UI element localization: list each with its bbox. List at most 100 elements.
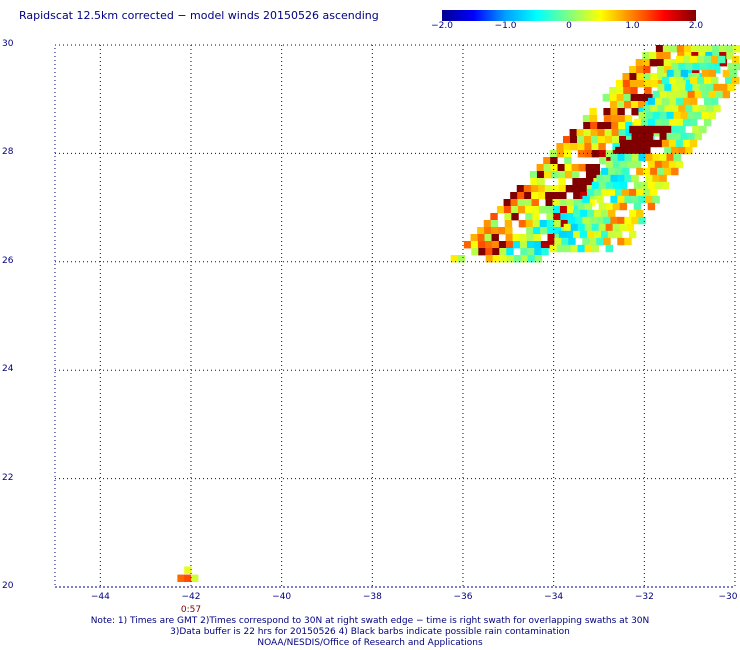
wind-difference-cell: [619, 223, 628, 232]
wind-difference-cell: [671, 104, 679, 113]
wind-difference-cell: [624, 237, 632, 246]
wind-difference-cell: [527, 248, 535, 256]
wind-difference-cell: [604, 122, 612, 130]
wind-difference-cell: [556, 150, 565, 158]
wind-difference-cell: [531, 199, 539, 207]
wind-difference-cell: [643, 188, 651, 197]
wind-difference-cell: [690, 45, 699, 53]
wind-difference-cell: [519, 234, 527, 242]
wind-difference-cell: [184, 574, 192, 582]
wind-difference-cell: [498, 241, 507, 249]
wind-difference-cell: [635, 59, 644, 67]
wind-difference-cell: [573, 192, 581, 200]
wind-difference-cell: [506, 255, 515, 263]
wind-difference-cell: [673, 69, 682, 78]
wind-difference-cell: [483, 220, 492, 228]
wind-difference-cell: [603, 115, 612, 123]
wind-difference-cell: [643, 66, 651, 74]
wind-difference-cell: [538, 206, 547, 214]
wind-difference-cell: [624, 101, 632, 109]
wind-difference-cell: [582, 115, 591, 123]
wind-difference-cell: [531, 206, 540, 214]
wind-difference-cell: [571, 171, 580, 179]
wind-difference-cell: [673, 132, 681, 141]
wind-difference-cell: [636, 188, 644, 197]
wind-difference-cell: [596, 237, 604, 246]
wind-difference-cell: [642, 52, 650, 60]
wind-difference-cell: [631, 108, 639, 116]
longitude-tick-label: −36: [453, 592, 473, 602]
wind-difference-cell: [637, 94, 646, 102]
wind-difference-cell: [605, 244, 614, 253]
wind-difference-cell: [644, 87, 652, 95]
wind-difference-cell: [544, 185, 553, 193]
wind-difference-cell: [626, 223, 635, 232]
wind-difference-cell: [631, 216, 639, 225]
wind-difference-cell: [541, 248, 549, 256]
wind-difference-cell: [484, 227, 492, 235]
wind-difference-cell: [610, 108, 618, 116]
wind-difference-cell: [552, 206, 561, 214]
wind-difference-cell: [624, 115, 633, 123]
wind-difference-cell: [602, 94, 611, 102]
wind-difference-cell: [517, 192, 525, 200]
wind-difference-cell: [571, 164, 579, 172]
wind-difference-cell: [587, 199, 595, 207]
wind-difference-cell: [592, 171, 601, 179]
wind-difference-cell: [610, 216, 618, 225]
wind-difference-cell: [510, 199, 518, 207]
wind-difference-cell: [485, 248, 493, 256]
wind-difference-cell: [600, 230, 609, 239]
wind-difference-cell: [525, 220, 534, 228]
wind-difference-cell: [657, 66, 665, 74]
wind-difference-cell: [582, 237, 590, 246]
wind-difference-cell: [517, 206, 526, 214]
wind-difference-cell: [526, 227, 534, 235]
wind-difference-cell: [633, 202, 642, 211]
wind-difference-cell: [520, 248, 528, 256]
wind-difference-cell: [719, 52, 727, 60]
wind-difference-cell: [692, 104, 700, 113]
wind-difference-cell: [519, 241, 528, 249]
wind-difference-cell: [599, 157, 607, 165]
wind-difference-cell: [617, 101, 625, 109]
wind-difference-cell: [510, 206, 519, 214]
wind-difference-cell: [657, 80, 666, 88]
wind-difference-cell: [657, 73, 665, 81]
wind-difference-cell: [734, 62, 740, 71]
wind-difference-cell: [654, 181, 663, 190]
wind-difference-cell: [704, 45, 713, 53]
wind-difference-cell: [610, 195, 618, 204]
wind-difference-cell: [661, 139, 670, 148]
wind-difference-cell: [656, 59, 665, 67]
wind-difference-cell: [675, 97, 684, 106]
wind-difference-cell: [471, 248, 479, 256]
wind-difference-cell: [636, 73, 644, 81]
wind-difference-cell: [563, 143, 571, 151]
wind-difference-cell: [604, 129, 613, 137]
note-line-3: NOAA/NESDIS/Office of Research and Appli…: [257, 638, 483, 648]
wind-difference-cell: [591, 223, 600, 232]
wind-difference-cell: [666, 111, 674, 120]
wind-difference-cell: [647, 97, 656, 106]
wind-difference-cell: [691, 52, 699, 60]
colorbar-tick-label: 1.0: [625, 21, 640, 31]
wind-difference-cell: [598, 181, 607, 190]
wind-difference-cell: [694, 132, 702, 141]
wind-difference-cell: [631, 101, 639, 109]
wind-difference-cell: [647, 202, 656, 211]
wind-difference-cell: [513, 255, 522, 263]
wind-difference-cell: [727, 83, 735, 92]
wind-difference-cell: [484, 234, 492, 242]
wind-difference-cell: [545, 199, 553, 207]
wind-difference-cell: [668, 160, 677, 169]
wind-difference-cell: [701, 111, 709, 120]
wind-difference-cell: [184, 566, 192, 574]
wind-difference-cell: [561, 237, 569, 246]
wind-difference-cell: [636, 66, 644, 74]
wind-difference-cell: [619, 160, 628, 169]
wind-difference-cell: [546, 213, 554, 221]
wind-difference-cell: [518, 220, 527, 228]
wind-difference-cell: [670, 59, 679, 67]
wind-difference-cell: [604, 136, 613, 144]
